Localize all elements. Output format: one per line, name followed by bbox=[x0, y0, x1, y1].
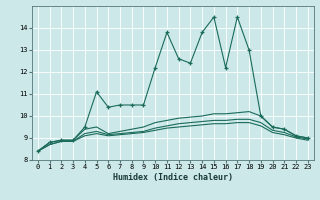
X-axis label: Humidex (Indice chaleur): Humidex (Indice chaleur) bbox=[113, 173, 233, 182]
